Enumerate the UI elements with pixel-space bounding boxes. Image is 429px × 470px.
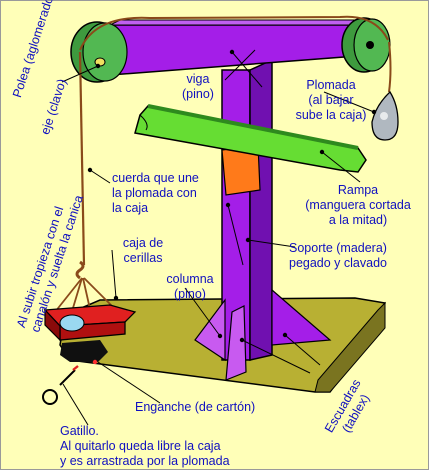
matchbox [43,304,137,342]
label-rampa: Rampa (manguera cortada a la mitad) [305,183,411,227]
ramp [134,104,367,173]
pulley-left [70,21,128,83]
label-viga: viga (pino) [182,72,214,101]
label-gatillo: Gatillo. Al quitarlo queda libre la caja… [60,424,230,468]
rope-top [79,15,389,51]
gusset-right [271,288,332,346]
pulley-right [341,17,391,73]
arrowheads [87,49,377,343]
gusset-left [194,298,226,362]
label-soporte: Soporte (madera) pegado y clavado [289,241,387,270]
gusset-front [225,305,247,381]
pointer-lines [61,49,375,426]
label-caja: caja de cerillas [122,236,164,265]
hook-latch [60,340,108,365]
label-columna: columna (pino) [166,272,214,301]
rope-left [78,51,86,266]
rope-right [388,41,392,93]
beam [94,19,371,76]
label-cuerda: cuerda que une la plomada con la caja [112,171,199,215]
label-enganche: Enganche (de cartón) [135,400,256,414]
label-plomada: Plomada (al bajar sube la caja) [295,78,367,122]
trigger-pin [42,365,79,405]
